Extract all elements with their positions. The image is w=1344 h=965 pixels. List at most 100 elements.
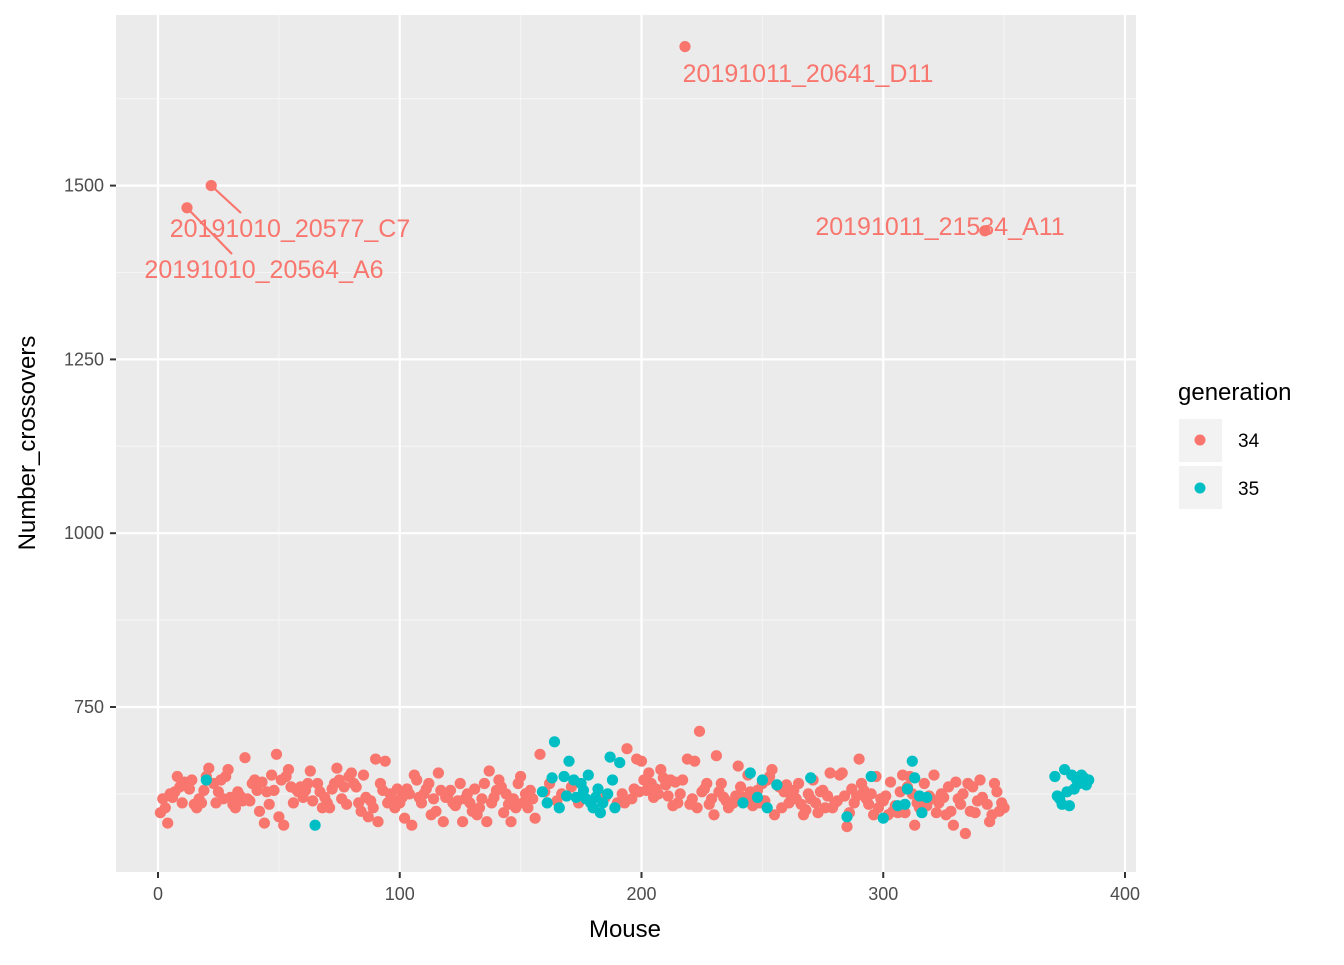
data-point-gen-34 xyxy=(691,802,703,814)
data-point-gen-35 xyxy=(594,807,607,819)
axis-ticks xyxy=(110,184,1126,878)
data-point-gen-34 xyxy=(686,793,698,805)
data-point-gen-34 xyxy=(969,807,981,819)
x-tick-label: 200 xyxy=(626,884,656,904)
data-point-gen-34 xyxy=(766,764,778,776)
data-point-gen-34 xyxy=(464,797,476,809)
data-point-gen-35 xyxy=(604,751,616,763)
data-point-gen-34 xyxy=(229,802,241,814)
data-point-gen-34 xyxy=(522,802,534,814)
data-points xyxy=(154,41,1095,840)
data-point-gen-35 xyxy=(553,802,565,814)
data-point-gen-35 xyxy=(563,755,575,767)
data-point-gen-34 xyxy=(626,793,638,805)
data-point-gen-34 xyxy=(689,755,701,767)
data-point-gen-34 xyxy=(950,776,962,788)
y-tick-label: 1250 xyxy=(64,349,104,369)
data-point-gen-34 xyxy=(270,748,283,760)
data-point-gen-34 xyxy=(693,725,706,737)
data-point-gen-34 xyxy=(928,769,940,781)
data-point-gen-34 xyxy=(244,795,256,807)
data-point-gen-34 xyxy=(635,755,648,767)
data-point-gen-34 xyxy=(362,811,374,823)
data-point-gen-34 xyxy=(945,805,957,817)
legend-title: generation xyxy=(1178,379,1291,406)
data-point-gen-34 xyxy=(222,764,234,776)
data-point-gen-34 xyxy=(350,781,362,793)
data-point-gen-34 xyxy=(162,817,174,829)
data-point-gen-34 xyxy=(938,791,950,804)
data-point-gen-35 xyxy=(536,786,549,798)
data-point-gen-34 xyxy=(304,765,316,777)
data-point-gen-35 xyxy=(570,791,582,804)
data-point-gen-34 xyxy=(282,764,295,776)
data-point-gen-34 xyxy=(273,811,285,823)
data-point-gen-34 xyxy=(406,819,418,831)
data-point-gen-34 xyxy=(430,805,442,817)
data-point-gen-34 xyxy=(176,797,188,809)
data-point-gen-35 xyxy=(309,819,321,831)
data-point-gen-34 xyxy=(810,797,822,809)
data-point-gen-34 xyxy=(998,802,1010,814)
data-point-gen-34 xyxy=(505,816,517,828)
annotation-segment-c7 xyxy=(210,184,242,214)
annotations: 20191011_20641_D11 20191010_20577_C7 201… xyxy=(144,60,1064,284)
data-point-gen-35 xyxy=(906,755,918,767)
data-point-gen-34 xyxy=(481,816,493,828)
data-point-gen-35 xyxy=(1051,790,1063,802)
data-point-gen-34 xyxy=(195,797,208,809)
data-point-gen-34 xyxy=(793,777,805,790)
x-tick-label: 100 xyxy=(385,884,415,904)
data-point-gen-34 xyxy=(379,755,391,767)
data-point-gen-34 xyxy=(679,41,691,53)
data-point-gen-34 xyxy=(981,798,993,810)
data-point-gen-34 xyxy=(515,770,527,783)
data-point-gen-34 xyxy=(524,784,536,797)
data-point-gen-34 xyxy=(959,827,972,840)
data-point-gen-34 xyxy=(302,777,314,790)
data-point-gen-35 xyxy=(1049,770,1061,783)
data-point-gen-35 xyxy=(865,770,877,783)
data-point-gen-34 xyxy=(652,788,665,800)
data-point-gen-34 xyxy=(341,798,353,810)
data-point-gen-34 xyxy=(824,767,836,779)
data-point-gen-34 xyxy=(498,807,510,819)
data-point-gen-34 xyxy=(476,793,488,805)
data-point-gen-35 xyxy=(558,770,570,783)
data-point-gen-34 xyxy=(403,788,415,800)
data-point-gen-34 xyxy=(662,790,674,802)
y-tick-label: 750 xyxy=(74,697,104,717)
data-point-gen-34 xyxy=(423,777,435,790)
data-point-gen-34 xyxy=(529,812,541,824)
data-point-gen-35 xyxy=(901,783,914,795)
data-point-gen-34 xyxy=(853,753,865,765)
annotation-segment-a6 xyxy=(186,207,233,255)
data-point-gen-34 xyxy=(507,793,519,805)
data-point-gen-34 xyxy=(432,767,444,779)
data-point-gen-34 xyxy=(357,769,370,781)
y-axis-title: Number_crossovers xyxy=(14,336,41,551)
data-point-gen-35 xyxy=(751,791,764,804)
data-point-gen-34 xyxy=(701,777,713,790)
data-point-gen-34 xyxy=(253,805,266,817)
data-point-gen-34 xyxy=(203,762,215,774)
data-point-gen-34 xyxy=(338,781,350,793)
data-point-gen-34 xyxy=(437,816,449,828)
data-point-gen-34 xyxy=(324,802,336,814)
x-tick-label: 0 xyxy=(153,884,163,904)
data-point-gen-34 xyxy=(345,767,357,779)
x-tick-label: 400 xyxy=(1110,884,1140,904)
annotation-label-a6: 20191010_20564_A6 xyxy=(144,256,383,284)
y-tick-label: 1000 xyxy=(64,523,104,543)
data-point-gen-34 xyxy=(674,788,686,800)
data-point-gen-35 xyxy=(921,791,933,804)
data-point-gen-34 xyxy=(469,783,481,795)
data-point-gen-35 xyxy=(899,798,911,810)
data-point-gen-34 xyxy=(822,790,834,802)
data-point-gen-34 xyxy=(909,819,921,831)
data-point-gen-34 xyxy=(967,781,979,793)
data-point-gen-35 xyxy=(597,797,609,809)
legend-label-34: 34 xyxy=(1238,431,1260,452)
data-point-gen-34 xyxy=(706,793,718,805)
